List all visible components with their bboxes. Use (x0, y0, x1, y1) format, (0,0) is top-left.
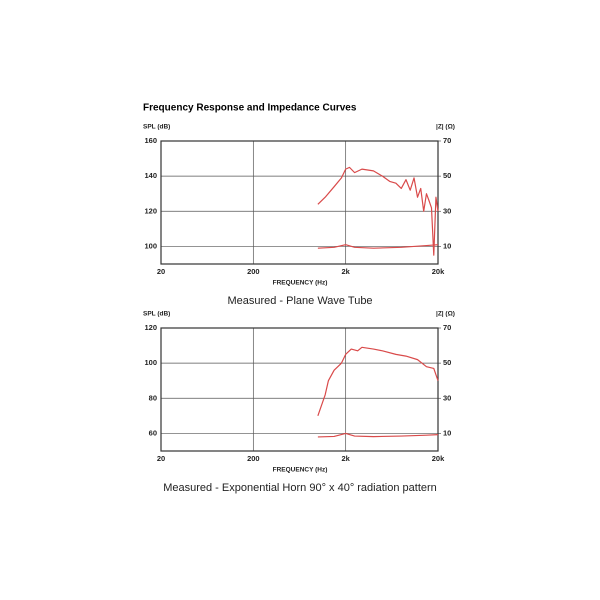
y-axis-label: SPL (dB) (143, 311, 170, 318)
y2-tick-label: 70 (443, 136, 451, 145)
impedance-line (317, 244, 439, 249)
y-tick-label: 140 (144, 171, 157, 180)
y2-axis-label: |Z| (Ω) (436, 311, 455, 318)
y-tick-label: 120 (144, 206, 157, 215)
x-tick-label: 200 (247, 267, 260, 276)
y2-axis-label: |Z| (Ω) (436, 124, 455, 131)
y2-tick-label: 50 (443, 358, 451, 367)
plot-frame (160, 327, 439, 452)
x-tick-label: 2k (341, 267, 350, 276)
x-tick-label: 20 (157, 267, 165, 276)
impedance-line (317, 432, 439, 438)
plot-frame (160, 140, 439, 265)
x-tick-label: 20 (157, 454, 165, 463)
y2-tick-label: 10 (443, 428, 451, 437)
y-tick-label: 160 (144, 136, 157, 145)
spl-line (317, 346, 439, 417)
y2-tick-label: 70 (443, 323, 451, 332)
y2-tick-label: 10 (443, 241, 451, 250)
y-tick-label: 80 (149, 393, 157, 402)
x-tick-label: 20k (432, 267, 445, 276)
x-tick-label: 20k (432, 454, 445, 463)
y-axis-label: SPL (dB) (143, 124, 170, 131)
y2-tick-label: 30 (443, 393, 451, 402)
x-tick-label: 200 (247, 454, 260, 463)
x-axis-label: FREQUENCY (Hz) (273, 467, 328, 474)
chart-caption: Measured - Exponential Horn 90° x 40° ra… (163, 482, 437, 494)
x-axis-label: FREQUENCY (Hz) (273, 280, 328, 287)
y-tick-label: 60 (149, 428, 157, 437)
y2-tick-label: 30 (443, 206, 451, 215)
y-tick-label: 100 (144, 241, 157, 250)
y-tick-label: 120 (144, 323, 157, 332)
y2-tick-label: 50 (443, 171, 451, 180)
page-title: Frequency Response and Impedance Curves (143, 103, 357, 114)
spl-line (317, 166, 439, 256)
y-tick-label: 100 (144, 358, 157, 367)
chart-caption: Measured - Plane Wave Tube (227, 295, 372, 307)
x-tick-label: 2k (341, 454, 350, 463)
